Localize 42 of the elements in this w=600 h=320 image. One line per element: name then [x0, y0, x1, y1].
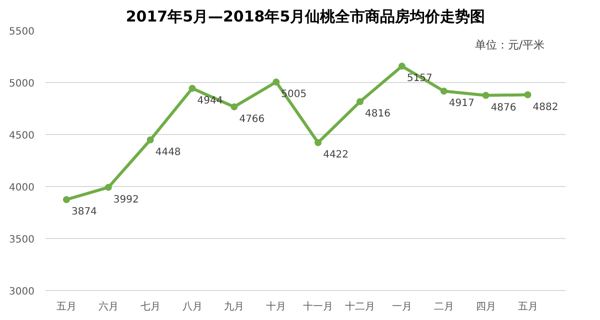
- data-label: 3992: [113, 194, 139, 206]
- point: [440, 88, 448, 95]
- x-tick-label: 八月: [182, 302, 202, 312]
- y-tick-label: 5000: [9, 78, 35, 90]
- x-tick-label: 十一月: [303, 300, 334, 312]
- point: [524, 91, 532, 98]
- data-label: 4766: [239, 114, 265, 125]
- x-tick-label: 九月: [224, 300, 244, 312]
- point: [62, 196, 70, 204]
- chart-title: 2017年5月—2018年5月仙桃全市商品房均价走势图: [126, 8, 486, 26]
- x-tick-label: 十二月: [345, 300, 376, 312]
- x-tick-label: 五月: [518, 302, 538, 312]
- data-label: 3874: [71, 206, 97, 218]
- y-tick-label: 4500: [9, 130, 35, 142]
- y-tick-label: 4000: [9, 182, 35, 194]
- point: [398, 62, 406, 70]
- data-label: 4876: [490, 102, 516, 114]
- point: [356, 98, 364, 106]
- x-tick-label: 六月: [98, 300, 118, 312]
- point: [230, 103, 238, 110]
- x-tick-label: 四月: [476, 302, 496, 312]
- data-label: 4917: [448, 98, 474, 110]
- data-label: 4882: [532, 102, 558, 113]
- y-tick-label: 3000: [9, 286, 35, 298]
- point: [146, 136, 154, 144]
- data-label: 4448: [155, 146, 181, 158]
- y-tick-label: 5500: [9, 26, 35, 38]
- point: [314, 139, 322, 146]
- y-tick-label: 3500: [9, 234, 35, 246]
- point: [104, 184, 112, 191]
- point: [188, 84, 196, 92]
- point: [482, 92, 490, 99]
- data-label: 4422: [323, 150, 349, 161]
- x-tick-label: 一月: [392, 302, 412, 312]
- x-tick-label: 七月: [140, 300, 160, 312]
- x-tick-label: 二月: [434, 302, 454, 312]
- x-tick-label: 十月: [266, 300, 286, 312]
- annotation: 单位：元/平米: [474, 38, 545, 52]
- data-label: 4816: [365, 108, 390, 120]
- x-tick-label: 五月: [56, 302, 76, 312]
- point: [272, 78, 280, 86]
- data-label: 4944: [197, 95, 223, 106]
